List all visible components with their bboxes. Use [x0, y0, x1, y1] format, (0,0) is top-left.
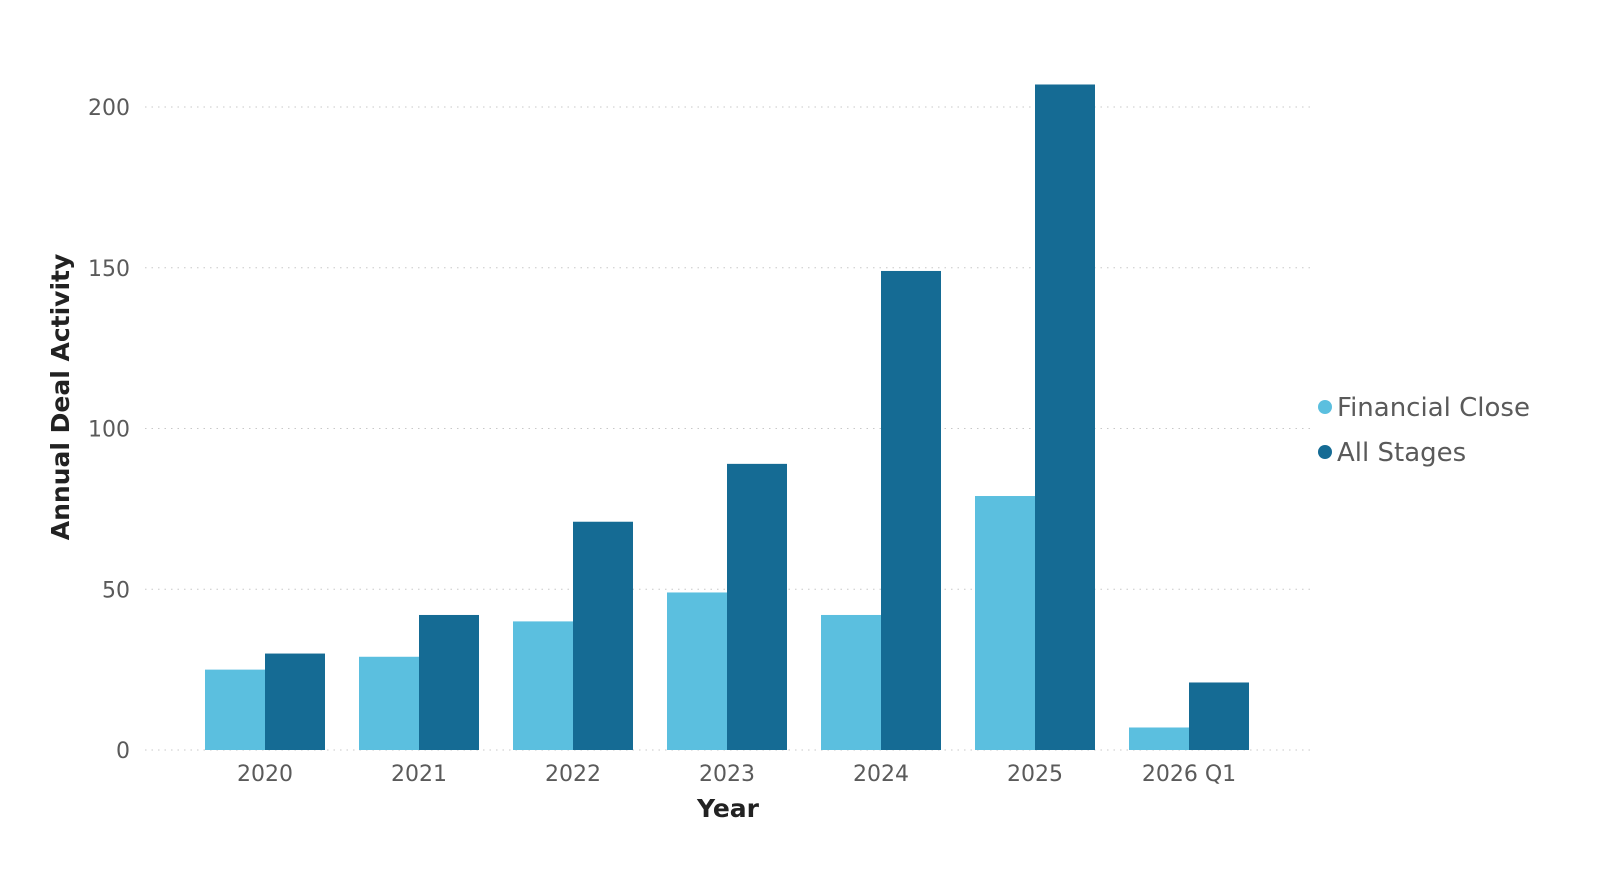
bars	[205, 84, 1249, 751]
x-axis-ticks: 2020 2021 2022 2023 2024 2025 2026 Q1	[237, 762, 1236, 787]
x-tick-label: 2022	[545, 762, 601, 787]
bar-financial-close-2023	[667, 592, 727, 750]
y-tick-label: 150	[88, 257, 130, 282]
bar-all-stages-2026-q1	[1189, 682, 1249, 750]
x-tick-label: 2024	[853, 762, 909, 787]
legend-marker-all-stages	[1318, 445, 1332, 459]
x-tick-label: 2026 Q1	[1142, 762, 1236, 787]
bar-all-stages-2021	[419, 614, 479, 750]
bar-all-stages-2023	[727, 463, 787, 750]
legend-label-financial-close: Financial Close	[1337, 393, 1530, 423]
bar-financial-close-2020	[205, 669, 265, 750]
y-tick-label: 50	[102, 578, 130, 603]
bar-financial-close-2024	[821, 614, 881, 750]
bar-financial-close-2022	[513, 621, 573, 750]
y-tick-label: 100	[88, 418, 130, 443]
bar-all-stages-2025	[1035, 84, 1095, 751]
bar-all-stages-2020	[265, 653, 325, 750]
legend-label-all-stages: All Stages	[1337, 438, 1466, 468]
x-tick-label: 2023	[699, 762, 755, 787]
bar-all-stages-2024	[881, 270, 941, 750]
y-axis-title: Annual Deal Activity	[46, 254, 75, 541]
y-axis-ticks: 0 50 100 150 200	[88, 96, 130, 764]
x-tick-label: 2025	[1007, 762, 1063, 787]
gridlines	[145, 106, 1315, 751]
bar-financial-close-2021	[359, 656, 419, 750]
y-tick-label: 200	[88, 96, 130, 121]
x-tick-label: 2021	[391, 762, 447, 787]
legend: Financial Close All Stages	[1318, 393, 1530, 468]
bar-financial-close-2026-q1	[1129, 727, 1189, 750]
legend-marker-financial-close	[1318, 400, 1332, 414]
x-axis-title: Year	[696, 794, 760, 823]
bar-all-stages-2022	[573, 521, 633, 750]
y-tick-label: 0	[116, 739, 130, 764]
x-tick-label: 2020	[237, 762, 293, 787]
bar-financial-close-2025	[975, 496, 1035, 750]
